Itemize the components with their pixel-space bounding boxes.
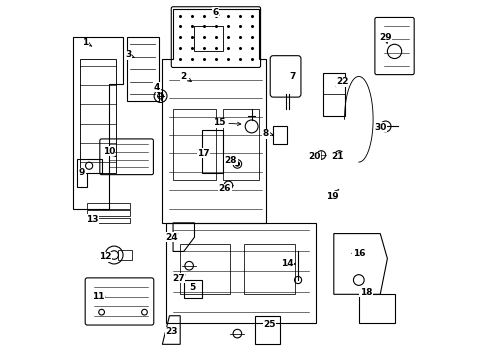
Text: 18: 18 bbox=[359, 288, 371, 297]
Text: 22: 22 bbox=[335, 77, 348, 87]
Text: 24: 24 bbox=[164, 233, 178, 242]
Bar bbox=[272, 126, 287, 144]
Text: 19: 19 bbox=[325, 189, 338, 201]
Text: 20: 20 bbox=[307, 152, 320, 161]
Text: 26: 26 bbox=[218, 184, 231, 193]
Text: 25: 25 bbox=[263, 320, 275, 329]
Bar bbox=[87, 203, 130, 208]
Bar bbox=[244, 244, 294, 294]
Text: 5: 5 bbox=[189, 283, 195, 292]
Circle shape bbox=[235, 162, 239, 166]
Text: 3: 3 bbox=[125, 50, 134, 59]
Bar bbox=[87, 217, 130, 223]
Text: 14: 14 bbox=[281, 260, 295, 269]
Text: 12: 12 bbox=[99, 252, 111, 261]
Text: 13: 13 bbox=[86, 214, 99, 224]
Text: 17: 17 bbox=[197, 149, 209, 158]
Text: 23: 23 bbox=[164, 327, 177, 336]
Text: 16: 16 bbox=[351, 249, 365, 258]
Text: 4: 4 bbox=[154, 83, 160, 93]
Bar bbox=[173, 109, 216, 180]
Text: 8: 8 bbox=[262, 129, 272, 138]
Text: 7: 7 bbox=[289, 72, 295, 81]
Text: 11: 11 bbox=[92, 292, 104, 301]
Text: 21: 21 bbox=[330, 152, 343, 161]
Text: 15: 15 bbox=[213, 118, 240, 127]
Text: 27: 27 bbox=[172, 274, 185, 283]
Text: 28: 28 bbox=[224, 156, 237, 165]
Text: 1: 1 bbox=[82, 38, 91, 47]
Text: 6: 6 bbox=[212, 8, 219, 17]
Bar bbox=[87, 210, 130, 216]
Text: 9: 9 bbox=[79, 168, 85, 177]
Text: 10: 10 bbox=[102, 147, 115, 157]
Bar bbox=[118, 249, 132, 260]
Bar bbox=[180, 244, 230, 294]
Text: 30: 30 bbox=[373, 123, 386, 132]
Bar bbox=[323, 73, 344, 116]
Bar bbox=[223, 109, 258, 180]
Text: 29: 29 bbox=[379, 33, 391, 43]
Bar bbox=[194, 26, 223, 51]
Text: 2: 2 bbox=[180, 72, 191, 81]
